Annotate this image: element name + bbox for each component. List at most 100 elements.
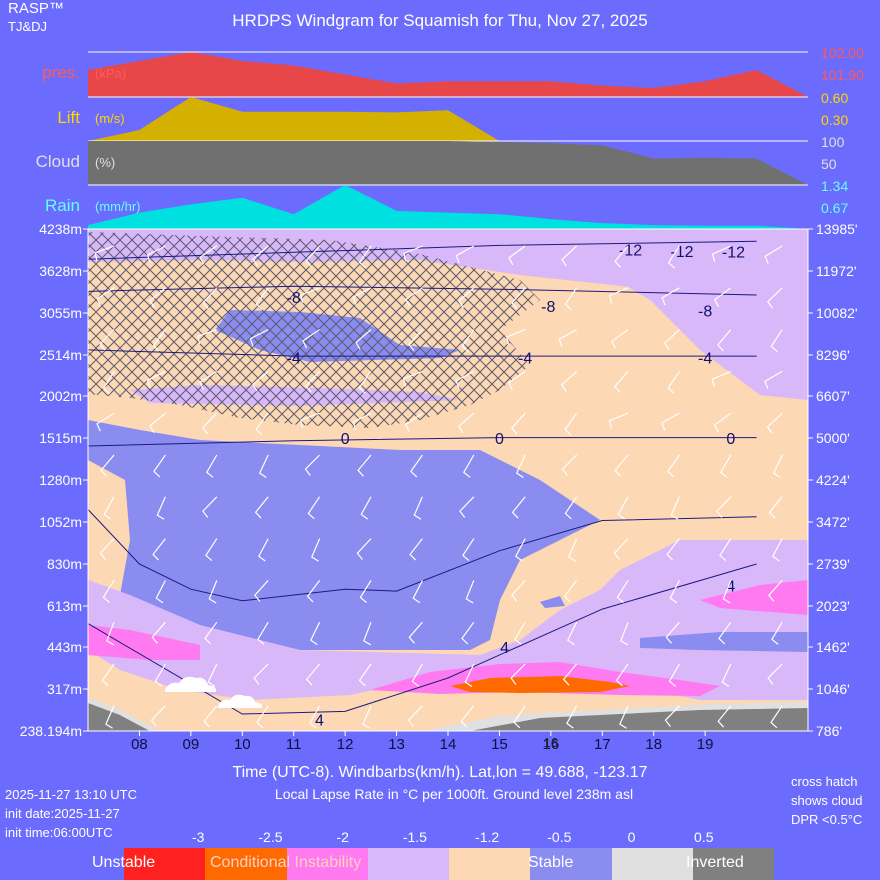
wind-barb: [206, 454, 218, 478]
lapse-region-inverted-bottom-dark: [470, 708, 808, 731]
wind-barb: [508, 370, 526, 391]
wind-barb: [764, 245, 783, 264]
legend-tick: 0: [627, 829, 636, 845]
x-tick-label: 08: [131, 736, 148, 753]
wind-barb: [718, 621, 732, 645]
wind-barb: [464, 663, 475, 688]
wind-barb: [716, 496, 732, 518]
wind-barb: [722, 580, 732, 604]
rain-area: [88, 185, 808, 229]
y-tick-left: 3055m: [39, 305, 82, 321]
wind-barb: [105, 705, 115, 729]
x-tick-label: 11: [286, 736, 302, 753]
legend-tick: -0.5: [547, 829, 572, 845]
pressure-label: pres.: [42, 63, 80, 82]
isotherm-label: 4: [500, 640, 509, 657]
legend-swatch: [692, 848, 774, 880]
wind-barb: [713, 412, 732, 433]
wind-barb: [152, 538, 166, 561]
wind-barb: [203, 705, 218, 728]
x-tick-label: 12: [337, 736, 354, 753]
wind-barb: [770, 329, 783, 353]
wind-barb: [402, 370, 423, 387]
pressure-scale-max: 102.00: [821, 45, 864, 61]
wind-barb: [561, 454, 578, 476]
x-tick-label: 10: [234, 736, 251, 753]
wind-barb: [455, 245, 475, 264]
wind-barb: [457, 412, 475, 434]
wind-barb: [617, 496, 629, 520]
wind-barb: [305, 663, 321, 686]
wind-barb: [106, 621, 115, 646]
wind-barb: [305, 245, 321, 268]
wind-barb: [566, 705, 578, 729]
wind-barb: [510, 663, 526, 685]
y-tick-left: 613m: [47, 598, 82, 614]
wind-barb: [152, 329, 166, 352]
isotherm-label: 0: [341, 431, 350, 448]
y-tick-left: 317m: [47, 681, 82, 697]
wind-barb: [564, 287, 578, 311]
wind-barb: [667, 454, 680, 478]
cloud-label: Cloud: [36, 152, 80, 171]
wind-barb: [558, 329, 577, 348]
wind-barb: [207, 663, 218, 688]
wind-barb: [202, 496, 218, 518]
lapse-region-orange: [450, 676, 630, 693]
wind-barb: [667, 245, 680, 269]
wind-barb: [149, 412, 166, 434]
wind-barb: [405, 412, 423, 432]
wind-barb: [204, 621, 218, 645]
legend-unstable: Unstable: [92, 854, 156, 871]
wind-barb: [403, 245, 423, 262]
legend-stable: Stable: [528, 854, 574, 871]
x-tick-label: 09: [183, 736, 200, 753]
isotherm-label: 0: [495, 431, 504, 448]
wind-barb: [766, 412, 783, 434]
isotherm-label: -12: [619, 243, 642, 260]
isotherm-label: 4: [726, 578, 735, 595]
wind-barb: [310, 621, 321, 646]
y-tick-right: 4224': [816, 472, 850, 488]
y-tick-left: 1052m: [39, 514, 82, 530]
isotherm-label: -8: [541, 299, 555, 316]
wind-barb: [564, 412, 578, 436]
legend-tick: -2.5: [258, 829, 283, 845]
wind-barb: [205, 538, 218, 562]
wind-barb: [255, 412, 269, 436]
wind-barb: [771, 621, 783, 645]
wind-barb: [411, 663, 423, 687]
wind-barb: [513, 705, 526, 729]
wind-barb: [608, 287, 629, 304]
wind-barb: [103, 496, 115, 520]
wind-barb: [357, 454, 372, 477]
wind-barb: [309, 705, 321, 729]
legend-conditional: Conditional Instability: [210, 854, 362, 871]
hatch-note-2: shows cloud: [791, 793, 863, 808]
lapse-region-pink-left: [88, 625, 200, 660]
hatch-note-1: cross hatch: [791, 774, 858, 789]
wind-barb: [199, 370, 218, 390]
y-tick-right: 11972': [816, 263, 857, 279]
legend-swatch: [449, 848, 531, 880]
wind-barb: [359, 580, 372, 603]
wind-barb: [514, 621, 526, 645]
y-tick-left: 1515m: [39, 430, 82, 446]
x-tick-label: 18: [645, 736, 662, 753]
isotherm-line: [88, 437, 757, 447]
legend-tick: -3: [191, 829, 205, 845]
wind-barb: [515, 538, 526, 562]
pressure-scale-min: 101.90: [821, 67, 864, 83]
lift-area: [88, 97, 808, 141]
wind-barb: [99, 538, 115, 560]
pressure-area: [88, 52, 808, 97]
wind-barb: [407, 705, 423, 727]
wind-barb: [149, 287, 166, 308]
isotherm-label: 4: [315, 712, 324, 729]
wind-barb: [150, 705, 166, 727]
wind-barb: [664, 329, 680, 351]
wind-barb: [772, 454, 783, 479]
y-tick-right: 3472': [816, 514, 850, 530]
wind-barb: [608, 412, 629, 429]
lapse-region-lavender-right: [600, 240, 808, 400]
